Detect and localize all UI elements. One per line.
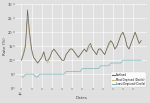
X-axis label: Dates: Dates (75, 96, 87, 100)
Legend: Scotland, Most Deprived (Decile), Least Deprived (Decile): Scotland, Most Deprived (Decile), Least … (111, 72, 146, 87)
Y-axis label: Rate (%): Rate (%) (3, 37, 7, 55)
